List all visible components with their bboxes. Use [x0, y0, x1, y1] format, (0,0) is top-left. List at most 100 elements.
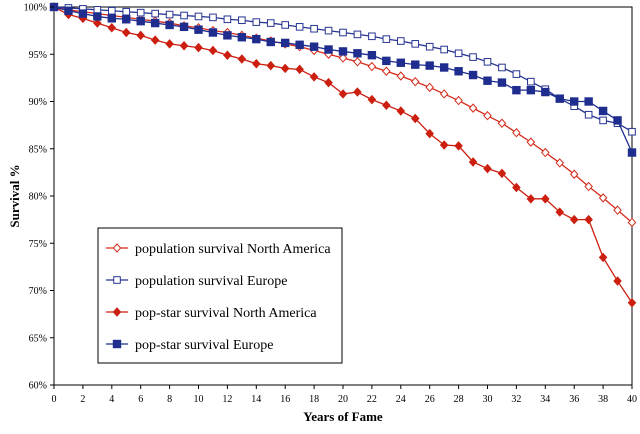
data-point [440, 45, 448, 54]
data-point [497, 78, 507, 87]
data-point [527, 77, 535, 86]
data-point [353, 49, 362, 58]
x-tick-label: 18 [309, 394, 319, 405]
legend-items: population survival North America populat… [106, 242, 331, 353]
data-point [238, 16, 246, 25]
data-point [584, 97, 593, 106]
data-point [368, 32, 376, 41]
y-axis-ticks: 60% 65% 70% 75% 80% 85% 90% 95% 100% [24, 3, 54, 392]
x-tick-label: 24 [396, 394, 406, 405]
data-point [483, 76, 492, 85]
x-tick-label: 4 [109, 394, 114, 405]
x-tick-label: 38 [598, 394, 608, 405]
data-point [93, 18, 102, 28]
legend-swatch-marker [112, 307, 122, 317]
y-tick-label: 100% [24, 3, 47, 14]
data-point [555, 158, 565, 168]
x-tick-label: 10 [194, 394, 204, 405]
data-point [295, 64, 304, 75]
data-point [237, 54, 247, 64]
data-point [526, 85, 536, 95]
legend-label: pop-star survival Europe [135, 338, 273, 353]
legend-item: pop-star survival North America [106, 306, 317, 321]
data-point [469, 53, 477, 61]
data-point [150, 18, 160, 28]
data-point [627, 217, 637, 228]
data-point [584, 110, 593, 119]
y-tick-label: 70% [29, 286, 47, 297]
y-tick-label: 95% [29, 50, 47, 61]
data-point [150, 35, 160, 45]
data-point [194, 25, 203, 34]
data-point [410, 76, 420, 87]
x-axis-title: Years of Fame [303, 409, 383, 424]
data-point [555, 94, 564, 103]
data-point [627, 148, 637, 157]
data-point [136, 30, 145, 41]
x-tick-label: 2 [80, 394, 85, 405]
data-point [425, 82, 434, 93]
series-layer [49, 2, 637, 308]
data-point [151, 9, 159, 18]
data-point [425, 42, 434, 51]
data-point [107, 23, 117, 33]
data-point [209, 13, 217, 22]
x-tick-label: 22 [367, 394, 377, 405]
data-point [108, 6, 116, 15]
data-point [136, 16, 145, 26]
x-tick-label: 32 [511, 394, 521, 405]
data-point [483, 163, 492, 174]
data-point [396, 106, 406, 116]
data-point [483, 58, 492, 66]
legend-box [97, 227, 343, 364]
data-point [208, 45, 218, 56]
data-point [252, 58, 261, 69]
data-point [121, 27, 131, 38]
data-point [309, 42, 319, 51]
legend-swatch-marker [112, 243, 122, 253]
data-point [339, 28, 347, 37]
data-point [569, 169, 579, 180]
data-point [468, 157, 478, 167]
data-point [425, 61, 434, 70]
data-point [179, 40, 189, 51]
legend-label: population survival North America [135, 242, 331, 257]
data-point [397, 37, 405, 45]
data-point [367, 94, 377, 105]
data-point [324, 26, 333, 35]
data-point [338, 89, 348, 99]
data-point [396, 71, 406, 81]
data-point [382, 35, 391, 43]
data-point [584, 214, 593, 225]
y-axis-title: Survival % [7, 164, 22, 227]
data-point [223, 50, 232, 60]
data-point [107, 14, 116, 23]
data-point [613, 116, 622, 125]
y-tick-label: 75% [29, 239, 47, 250]
data-point [93, 12, 102, 21]
data-point [454, 141, 463, 151]
data-point [541, 87, 550, 97]
data-point [208, 28, 218, 37]
data-point [454, 95, 463, 106]
data-point [570, 97, 579, 106]
data-point [599, 116, 607, 125]
y-tick-label: 80% [29, 192, 47, 203]
data-point [122, 7, 131, 16]
legend-label: population survival Europe [135, 274, 287, 289]
data-point [78, 9, 88, 18]
y-tick-label: 90% [29, 97, 47, 108]
data-point [439, 140, 449, 150]
legend-label: pop-star survival North America [135, 306, 317, 321]
y-tick-label: 85% [29, 144, 47, 155]
x-tick-label: 34 [540, 394, 550, 405]
data-point [237, 33, 247, 42]
data-point [64, 6, 73, 15]
x-axis-ticks: 0 2 4 6 8 10 12 14 16 18 20 22 24 26 28 30 32 34 36 38 40 [52, 385, 637, 405]
data-point [93, 6, 102, 14]
y-tick-label: 65% [29, 333, 47, 344]
data-point [281, 21, 289, 29]
x-tick-label: 30 [483, 394, 493, 405]
